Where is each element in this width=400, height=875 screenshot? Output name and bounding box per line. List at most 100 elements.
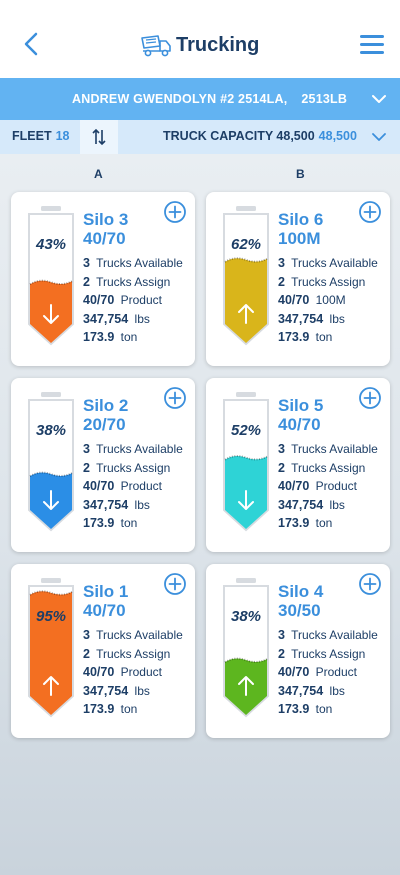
fleet-bar: FLEET 18 TRUCK CAPACITY 48,500 48,500: [0, 120, 400, 154]
silo-card[interactable]: 43% Silo 3 40/70 3 Trucks Available 2 Tru…: [11, 192, 195, 366]
arrow-down-icon: [43, 490, 59, 510]
column-label-a: A: [94, 167, 103, 181]
silo-info: Silo 1 40/70 3 Trucks Available 2 Trucks …: [83, 582, 183, 719]
silo-level-gauge: [223, 392, 269, 532]
add-circle-icon[interactable]: [358, 200, 382, 224]
silo-name: Silo 1: [83, 582, 129, 601]
silo-weight-ton: 173.9 ton: [83, 702, 138, 716]
silo-fill-percent: 43%: [35, 236, 67, 253]
silo-grade: 20/70: [83, 415, 126, 434]
silo-weight-lbs: 347,754 lbs: [278, 683, 345, 698]
fleet-count: 18: [55, 129, 70, 143]
silo-fill-percent: 38%: [35, 422, 67, 439]
silo-product: 40/70 Product: [83, 293, 162, 307]
silo-weight-lbs: 347,754 lbs: [278, 497, 345, 512]
silo-name: Silo 4: [278, 582, 324, 601]
silo-info: Silo 2 20/70 3 Trucks Available 2 Trucks …: [83, 396, 183, 533]
arrow-up-icon: [43, 676, 59, 696]
silo-trucks-assign: 2 Trucks Assign: [83, 460, 171, 475]
silo-name: Silo 6: [278, 210, 324, 229]
silo-trucks-assign: 2 Trucks Assign: [278, 646, 366, 661]
truck-capacity-selector[interactable]: TRUCK CAPACITY 48,500 48,500: [163, 129, 357, 143]
silo-grade: 40/70: [83, 601, 126, 620]
silo-card[interactable]: 38% Silo 2 20/70 3 Trucks Available 2 Tru…: [11, 378, 195, 552]
swap-vertical-icon: [92, 128, 106, 146]
page-title: Trucking: [176, 33, 260, 56]
silo-trucks-available: 3 Trucks Available: [83, 442, 183, 456]
silo-fill-percent: 62%: [230, 236, 262, 253]
silo-fill-percent: 38%: [230, 608, 262, 625]
silo-weight-ton: 173.9 ton: [83, 330, 138, 344]
silo-trucks-available: 3 Trucks Available: [83, 628, 183, 642]
silo-card[interactable]: 38% Silo 4 30/50 3 Trucks Available 2 Tru…: [206, 564, 390, 738]
silo-weight-ton: 173.9 ton: [83, 516, 138, 530]
add-circle-icon[interactable]: [163, 572, 187, 596]
silo-product: 40/70 Product: [83, 665, 162, 679]
silo-trucks-available: 3 Trucks Available: [278, 628, 378, 642]
silo-trucks-assign: 2 Trucks Assign: [83, 274, 171, 289]
add-circle-icon[interactable]: [358, 386, 382, 410]
hamburger-menu-icon[interactable]: [360, 35, 384, 55]
silo-weight-ton: 173.9 ton: [278, 330, 333, 344]
location-name: ANDREW GWENDOLYN #2 2514LA,: [72, 92, 288, 106]
arrow-up-icon: [238, 676, 254, 696]
capacity-label: TRUCK CAPACITY 48,500: [163, 129, 315, 143]
silo-weight-lbs: 347,754 lbs: [83, 497, 150, 512]
add-circle-icon[interactable]: [163, 200, 187, 224]
add-circle-icon[interactable]: [163, 386, 187, 410]
silo-level-gauge: [223, 578, 269, 718]
silo-card[interactable]: 62% Silo 6 100M 3 Trucks Available 2 Truc…: [206, 192, 390, 366]
silo-card[interactable]: 95% Silo 1 40/70 3 Trucks Available 2 Tru…: [11, 564, 195, 738]
silo-info: Silo 4 30/50 3 Trucks Available 2 Trucks …: [278, 582, 378, 719]
silo-weight-lbs: 347,754 lbs: [83, 311, 150, 326]
silo-trucks-available: 3 Trucks Available: [83, 256, 183, 270]
silo-level-gauge: [28, 206, 74, 346]
silo-grade: 30/50: [278, 601, 321, 620]
back-arrow-icon[interactable]: [22, 32, 42, 56]
silo-level-gauge: [28, 392, 74, 532]
app-brand: Trucking: [140, 30, 259, 60]
silo-info: Silo 6 100M 3 Trucks Available 2 Trucks A…: [278, 210, 378, 347]
silo-fill-percent: 95%: [35, 608, 67, 625]
column-label-b: B: [296, 167, 305, 181]
capacity-value: 48,500: [318, 129, 357, 143]
arrow-down-icon: [238, 490, 254, 510]
app-header: Trucking: [0, 0, 400, 78]
silo-product: 40/70 100M: [278, 293, 346, 307]
silo-name: Silo 2: [83, 396, 129, 415]
chevron-down-icon: [372, 95, 386, 103]
sort-swap-button[interactable]: [80, 120, 118, 154]
silo-trucks-assign: 2 Trucks Assign: [83, 646, 171, 661]
silo-product: 40/70 Product: [83, 479, 162, 493]
silo-level-gauge: [28, 578, 74, 718]
location-code: 2513LB: [301, 92, 348, 106]
silo-trucks-assign: 2 Trucks Assign: [278, 274, 366, 289]
chevron-down-icon[interactable]: [372, 132, 386, 142]
add-circle-icon[interactable]: [358, 572, 382, 596]
silo-grade: 40/70: [278, 415, 321, 434]
silo-name: Silo 3: [83, 210, 129, 229]
arrow-up-icon: [238, 304, 254, 324]
silo-name: Silo 5: [278, 396, 324, 415]
silo-level-gauge: [223, 206, 269, 346]
silo-info: Silo 3 40/70 3 Trucks Available 2 Trucks …: [83, 210, 183, 347]
silo-info: Silo 5 40/70 3 Trucks Available 2 Trucks …: [278, 396, 378, 533]
silo-trucks-available: 3 Trucks Available: [278, 256, 378, 270]
silo-grade: 40/70: [83, 229, 126, 248]
silo-weight-ton: 173.9 ton: [278, 516, 333, 530]
silo-trucks-assign: 2 Trucks Assign: [278, 460, 366, 475]
location-text: ANDREW GWENDOLYN #2 2514LA, 2513LB: [72, 92, 347, 106]
dump-truck-icon: [141, 35, 171, 57]
silo-grade: 100M: [278, 229, 321, 248]
arrow-down-icon: [43, 304, 59, 324]
silo-fill-percent: 52%: [230, 422, 262, 439]
silo-card[interactable]: 52% Silo 5 40/70 3 Trucks Available 2 Tru…: [206, 378, 390, 552]
fleet-label-text: FLEET: [12, 129, 52, 143]
silo-weight-lbs: 347,754 lbs: [278, 311, 345, 326]
silo-product: 40/70 Product: [278, 665, 357, 679]
silo-trucks-available: 3 Trucks Available: [278, 442, 378, 456]
fleet-label: FLEET 18: [12, 129, 70, 143]
silo-weight-ton: 173.9 ton: [278, 702, 333, 716]
silo-weight-lbs: 347,754 lbs: [83, 683, 150, 698]
location-selector[interactable]: ANDREW GWENDOLYN #2 2514LA, 2513LB: [0, 78, 400, 120]
